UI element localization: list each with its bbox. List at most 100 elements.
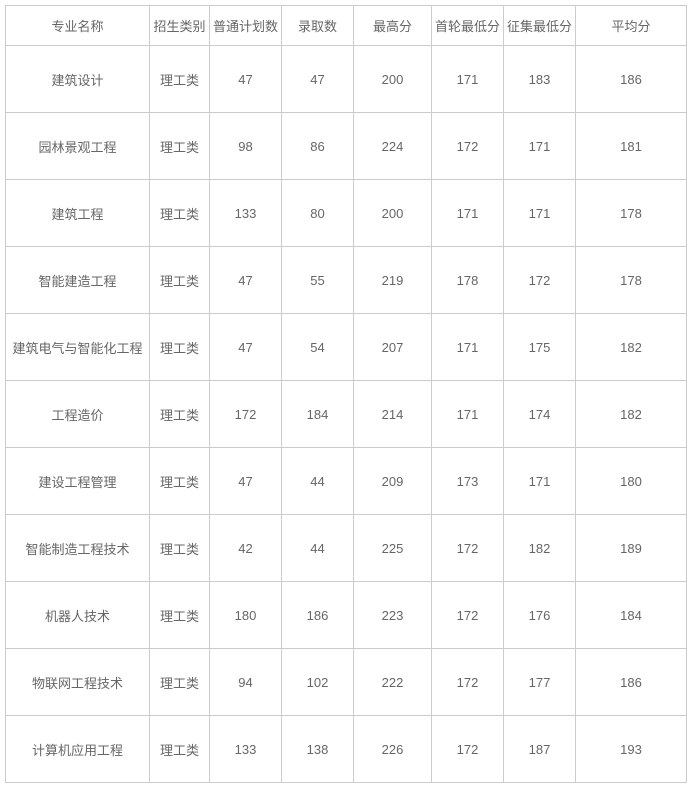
cell-plan: 47 xyxy=(210,448,282,515)
cell-avg: 193 xyxy=(576,716,687,783)
cell-admitted: 55 xyxy=(282,247,354,314)
cell-category: 理工类 xyxy=(150,113,210,180)
cell-max: 200 xyxy=(354,180,432,247)
table-row: 建设工程管理理工类4744209173171180 xyxy=(6,448,687,515)
cell-major: 物联网工程技术 xyxy=(6,649,150,716)
table-row: 工程造价理工类172184214171174182 xyxy=(6,381,687,448)
cell-major: 建筑设计 xyxy=(6,46,150,113)
table-body: 建筑设计理工类4747200171183186园林景观工程理工类98862241… xyxy=(6,46,687,783)
cell-major: 建筑电气与智能化工程 xyxy=(6,314,150,381)
header-category: 招生类别 xyxy=(150,6,210,46)
cell-plan: 47 xyxy=(210,46,282,113)
cell-plan: 47 xyxy=(210,314,282,381)
cell-max: 225 xyxy=(354,515,432,582)
cell-avg: 189 xyxy=(576,515,687,582)
cell-category: 理工类 xyxy=(150,515,210,582)
cell-collect_min: 187 xyxy=(504,716,576,783)
cell-max: 209 xyxy=(354,448,432,515)
cell-first_min: 171 xyxy=(432,314,504,381)
cell-category: 理工类 xyxy=(150,180,210,247)
cell-avg: 178 xyxy=(576,247,687,314)
cell-collect_min: 177 xyxy=(504,649,576,716)
cell-admitted: 102 xyxy=(282,649,354,716)
cell-first_min: 172 xyxy=(432,649,504,716)
cell-max: 214 xyxy=(354,381,432,448)
cell-admitted: 138 xyxy=(282,716,354,783)
admissions-table: 专业名称招生类别普通计划数录取数最高分首轮最低分征集最低分平均分 建筑设计理工类… xyxy=(5,5,687,783)
cell-category: 理工类 xyxy=(150,716,210,783)
cell-first_min: 171 xyxy=(432,381,504,448)
cell-avg: 186 xyxy=(576,46,687,113)
cell-avg: 180 xyxy=(576,448,687,515)
cell-max: 200 xyxy=(354,46,432,113)
cell-avg: 182 xyxy=(576,381,687,448)
cell-admitted: 44 xyxy=(282,448,354,515)
table-row: 园林景观工程理工类9886224172171181 xyxy=(6,113,687,180)
cell-plan: 42 xyxy=(210,515,282,582)
cell-avg: 178 xyxy=(576,180,687,247)
header-first_min: 首轮最低分 xyxy=(432,6,504,46)
cell-plan: 98 xyxy=(210,113,282,180)
cell-max: 223 xyxy=(354,582,432,649)
cell-max: 226 xyxy=(354,716,432,783)
cell-avg: 182 xyxy=(576,314,687,381)
cell-avg: 181 xyxy=(576,113,687,180)
cell-major: 园林景观工程 xyxy=(6,113,150,180)
cell-plan: 133 xyxy=(210,180,282,247)
cell-first_min: 171 xyxy=(432,180,504,247)
cell-collect_min: 182 xyxy=(504,515,576,582)
cell-max: 224 xyxy=(354,113,432,180)
table-row: 计算机应用工程理工类133138226172187193 xyxy=(6,716,687,783)
cell-avg: 186 xyxy=(576,649,687,716)
cell-plan: 180 xyxy=(210,582,282,649)
cell-collect_min: 171 xyxy=(504,448,576,515)
cell-first_min: 173 xyxy=(432,448,504,515)
table-row: 建筑电气与智能化工程理工类4754207171175182 xyxy=(6,314,687,381)
cell-collect_min: 171 xyxy=(504,113,576,180)
cell-collect_min: 183 xyxy=(504,46,576,113)
cell-max: 222 xyxy=(354,649,432,716)
cell-category: 理工类 xyxy=(150,582,210,649)
cell-admitted: 80 xyxy=(282,180,354,247)
cell-plan: 172 xyxy=(210,381,282,448)
cell-first_min: 178 xyxy=(432,247,504,314)
cell-max: 207 xyxy=(354,314,432,381)
cell-admitted: 54 xyxy=(282,314,354,381)
cell-plan: 47 xyxy=(210,247,282,314)
table-row: 智能制造工程技术理工类4244225172182189 xyxy=(6,515,687,582)
cell-collect_min: 176 xyxy=(504,582,576,649)
cell-first_min: 171 xyxy=(432,46,504,113)
cell-collect_min: 172 xyxy=(504,247,576,314)
header-avg: 平均分 xyxy=(576,6,687,46)
cell-first_min: 172 xyxy=(432,716,504,783)
cell-category: 理工类 xyxy=(150,381,210,448)
cell-collect_min: 175 xyxy=(504,314,576,381)
cell-major: 智能制造工程技术 xyxy=(6,515,150,582)
header-collect_min: 征集最低分 xyxy=(504,6,576,46)
cell-collect_min: 171 xyxy=(504,180,576,247)
cell-major: 建筑工程 xyxy=(6,180,150,247)
cell-admitted: 186 xyxy=(282,582,354,649)
table-row: 机器人技术理工类180186223172176184 xyxy=(6,582,687,649)
cell-category: 理工类 xyxy=(150,46,210,113)
header-admitted: 录取数 xyxy=(282,6,354,46)
cell-plan: 133 xyxy=(210,716,282,783)
cell-first_min: 172 xyxy=(432,515,504,582)
cell-admitted: 86 xyxy=(282,113,354,180)
header-plan: 普通计划数 xyxy=(210,6,282,46)
cell-major: 智能建造工程 xyxy=(6,247,150,314)
cell-major: 计算机应用工程 xyxy=(6,716,150,783)
table-row: 建筑设计理工类4747200171183186 xyxy=(6,46,687,113)
cell-max: 219 xyxy=(354,247,432,314)
table-row: 建筑工程理工类13380200171171178 xyxy=(6,180,687,247)
cell-first_min: 172 xyxy=(432,582,504,649)
cell-collect_min: 174 xyxy=(504,381,576,448)
cell-admitted: 44 xyxy=(282,515,354,582)
cell-avg: 184 xyxy=(576,582,687,649)
cell-category: 理工类 xyxy=(150,649,210,716)
cell-category: 理工类 xyxy=(150,247,210,314)
header-max: 最高分 xyxy=(354,6,432,46)
table-row: 智能建造工程理工类4755219178172178 xyxy=(6,247,687,314)
cell-major: 机器人技术 xyxy=(6,582,150,649)
cell-category: 理工类 xyxy=(150,314,210,381)
